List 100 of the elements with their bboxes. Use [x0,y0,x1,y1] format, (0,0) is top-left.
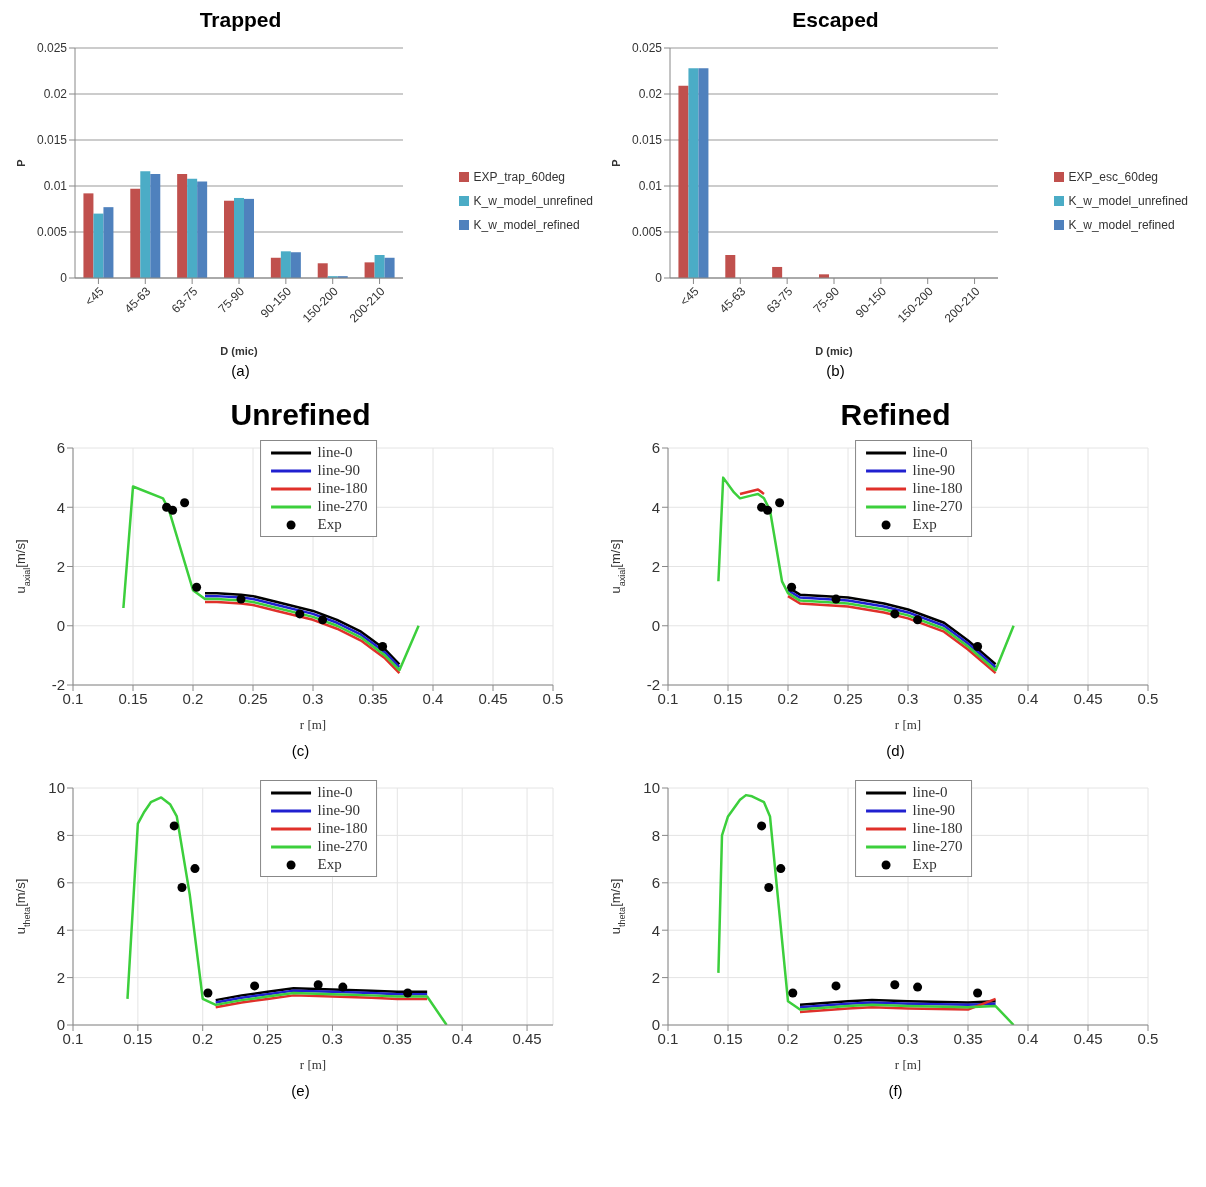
y-tick-label: 0 [60,271,68,286]
x-axis-title: r [m] [299,1057,327,1072]
legend-label: line-270 [317,838,368,855]
x-tick-label: 0.45 [478,689,508,707]
legend-label: line-270 [912,838,963,855]
x-tick-label: 0.15 [713,1029,743,1047]
x-tick-label: 0.4 [1017,689,1039,707]
x-tick-label: 0.45 [1073,689,1103,707]
x-tick-label: 0.2 [777,1029,799,1047]
legend-label: EXP_trap_60deg [473,169,565,184]
x-axis-title: D (mic) [815,345,853,357]
x-tick-label: <45 [677,284,702,309]
y-tick-label: 6 [651,874,660,892]
y-tick-label: 0.005 [631,225,663,240]
legend-label: K_w_model_unrefined [1068,193,1188,208]
legend-label: Exp [912,856,937,873]
y-tick-label: 6 [651,439,660,457]
legend-label: line-0 [912,784,948,801]
y-tick-label: 4 [56,498,65,516]
text: (d) [885,741,906,761]
x-tick-label: 0.3 [302,689,324,707]
x-tick-label: 0.35 [382,1029,412,1047]
x-tick-label: 0.2 [182,689,204,707]
y-tick-label: 10 [643,779,660,797]
legend-label: K_w_model_refined [473,217,580,232]
legend-label: line-90 [317,802,361,819]
x-tick-label: 0.2 [192,1029,214,1047]
x-tick-label: 0.5 [1137,689,1159,707]
x-tick-label: <45 [82,284,107,309]
x-tick-label: 0.25 [252,1029,283,1047]
x-tick-label: 0.35 [953,689,983,707]
y-tick-label: 6 [56,874,65,892]
x-tick-label: 0.35 [358,689,388,707]
y-tick-label: 4 [56,921,65,939]
y-tick-label: 4 [651,921,660,939]
x-tick-label: 0.15 [118,689,148,707]
x-tick-label: 0.1 [657,1029,679,1047]
y-tick-label: 0.025 [631,41,663,56]
y-tick-label: 0.02 [43,87,68,102]
y-tick-label: 2 [56,968,65,986]
chart-title: Escaped [791,8,880,33]
legend-label: Exp [317,856,342,873]
x-axis-title: D (mic) [220,345,258,357]
y-tick-label: 0 [56,1016,65,1034]
legend-label: line-180 [912,480,963,497]
chart-title: Refined [839,398,952,433]
chart-title: Unrefined [229,398,372,433]
text: (a) [230,361,251,381]
x-tick-label: 0.3 [897,689,919,707]
y-tick-label: 2 [56,557,65,575]
y-tick-label: 0 [56,617,65,635]
legend-label: line-0 [317,784,353,801]
legend-label: K_w_model_unrefined [473,193,593,208]
legend-label: Exp [912,516,937,533]
y-tick-label: 4 [651,498,660,516]
x-tick-label: 0.45 [512,1029,542,1047]
text: (c) [290,741,311,761]
x-tick-label: 0.15 [123,1029,153,1047]
y-tick-label: 0.015 [631,133,663,148]
x-tick-label: 0.2 [777,689,799,707]
x-tick-label: 0.15 [713,689,743,707]
y-tick-label: 0 [651,617,660,635]
y-tick-label: 2 [651,968,660,986]
x-tick-label: 0.45 [1073,1029,1103,1047]
x-tick-label: 0.3 [897,1029,919,1047]
x-tick-label: 0.1 [62,689,84,707]
y-tick-label: 0 [655,271,663,286]
text: (b) [825,361,846,381]
y-tick-label: 0.01 [638,179,663,194]
legend-label: line-180 [317,480,368,497]
x-axis-title: r [m] [299,717,327,732]
x-tick-label: 0.4 [1017,1029,1039,1047]
legend-label: line-270 [912,498,963,515]
text: (e) [290,1081,311,1101]
y-tick-label: 8 [651,826,660,844]
y-tick-label: 2 [651,557,660,575]
legend-label: line-0 [317,444,353,461]
y-tick-label: 0.005 [36,225,68,240]
text: (f) [887,1081,904,1101]
legend-label: K_w_model_refined [1068,217,1175,232]
y-tick-label: -2 [646,676,660,694]
x-axis-title: r [m] [894,717,922,732]
x-tick-label: 0.25 [833,689,863,707]
y-tick-label: 0.01 [43,179,68,194]
y-axis-title: P [15,159,27,167]
x-tick-label: 0.1 [657,689,679,707]
x-tick-label: 0.5 [542,689,564,707]
x-tick-label: 0.25 [833,1029,863,1047]
legend-label: line-270 [317,498,368,515]
legend-label: line-90 [317,462,361,479]
y-tick-label: -2 [51,676,65,694]
legend-label: line-180 [912,820,963,837]
x-tick-label: 0.25 [238,689,268,707]
y-tick-label: 10 [48,779,65,797]
y-tick-label: 6 [56,439,65,457]
legend-label: line-90 [912,462,956,479]
x-tick-label: 0.4 [451,1029,473,1047]
x-tick-label: 0.5 [1137,1029,1159,1047]
legend-label: line-90 [912,802,956,819]
legend-label: line-0 [912,444,948,461]
